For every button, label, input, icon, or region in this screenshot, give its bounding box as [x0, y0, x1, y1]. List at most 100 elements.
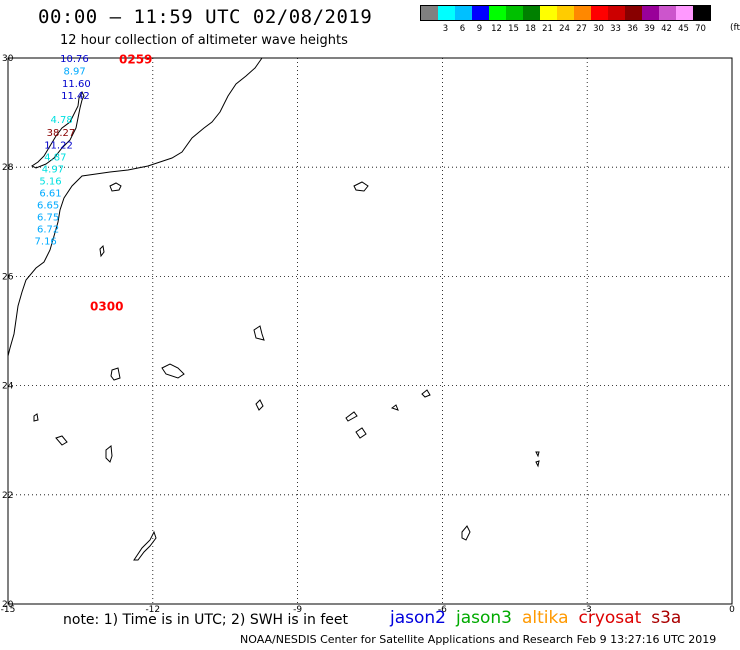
lat-tick-label: 20 — [2, 600, 14, 610]
wave-height-value: 6.72 — [37, 224, 59, 235]
legend-swatch — [659, 6, 676, 20]
lon-tick-label: -15 — [1, 605, 16, 615]
island-c — [110, 367, 121, 381]
legend-label: 9 — [476, 24, 483, 34]
legend-swatch — [574, 6, 591, 20]
lat-tick-label: 30 — [2, 54, 14, 64]
wave-height-value: 38.27 — [47, 128, 76, 139]
legend-label: 27 — [576, 24, 587, 34]
legend-swatch — [421, 6, 438, 20]
legend-swatch — [557, 6, 574, 20]
legend-label: 21 — [542, 24, 553, 34]
legend-label: 24 — [559, 24, 570, 34]
lon-tick-label: -9 — [293, 605, 302, 615]
wave-height-value: 6.65 — [37, 200, 59, 211]
legend-swatch — [455, 6, 472, 20]
island-j — [355, 427, 367, 439]
mission-legend: jason2 jason3 altika cryosat s3a — [390, 608, 691, 628]
mission-cryosat: cryosat — [578, 608, 642, 628]
island-n — [461, 525, 471, 541]
island-o — [133, 530, 157, 561]
wave-height-value: 4.87 — [44, 152, 66, 163]
island-l — [421, 389, 431, 398]
legend-swatch — [438, 6, 455, 20]
island-h — [105, 445, 113, 463]
pass-time-label: 0300 — [90, 299, 123, 313]
wave-height-value: 4.97 — [42, 164, 64, 175]
legend-label: 70 — [695, 24, 706, 34]
island-d — [161, 363, 185, 379]
legend-swatch — [591, 6, 608, 20]
africa-coastline — [7, 57, 263, 357]
lon-tick-label: 0 — [729, 605, 735, 615]
wave-height-value: 7.16 — [35, 236, 57, 247]
legend-label: 6 — [459, 24, 466, 34]
legend-swatch — [693, 6, 710, 20]
legend-swatch — [506, 6, 523, 20]
map-title: 00:00 – 11:59 UTC 02/08/2019 — [38, 6, 373, 28]
mission-jason2: jason2 — [390, 608, 446, 628]
wave-height-value: 8.97 — [64, 67, 86, 78]
axis-labels: 30 28 26 24 22 20-15 -12 -9 -6 -3 0 — [1, 54, 735, 615]
legend-swatch — [676, 6, 693, 20]
footer-note: note: 1) Time is in UTC; 2) SWH is in fe… — [63, 612, 349, 628]
island-f — [33, 413, 39, 422]
map-frame — [7, 57, 733, 605]
map-grid — [7, 57, 733, 605]
island-b — [253, 325, 265, 341]
island-e — [255, 399, 264, 411]
island-a — [353, 181, 369, 192]
mission-s3a: s3a — [651, 608, 682, 628]
pass-time-label: 0259 — [119, 53, 152, 67]
wave-height-value: 4.78 — [50, 115, 72, 126]
legend-label: 39 — [644, 24, 655, 34]
lat-tick-label: 28 — [2, 163, 14, 173]
lon-tick-label: -6 — [438, 605, 447, 615]
wave-height-value: 11.22 — [44, 140, 73, 151]
wave-height-value: 10.76 — [60, 54, 89, 65]
island-gran-canaria — [109, 182, 122, 192]
legend-label: 33 — [610, 24, 621, 34]
legend-label: 36 — [627, 24, 638, 34]
legend-color-bar — [420, 5, 711, 21]
legend-label: 3 — [442, 24, 449, 34]
legend-label: 12 — [491, 24, 502, 34]
coastline — [7, 57, 540, 561]
legend-label: 15 — [508, 24, 519, 34]
legend-label: 30 — [593, 24, 604, 34]
legend-swatch — [625, 6, 642, 20]
mission-jason3: jason3 — [456, 608, 512, 628]
lon-tick-label: -3 — [583, 605, 592, 615]
wave-height-value: 5.16 — [39, 176, 61, 187]
island-g — [55, 435, 68, 446]
footer-credit: NOAA/NESDIS Center for Satellite Applica… — [240, 633, 717, 646]
legend-swatch — [642, 6, 659, 20]
legend-swatch — [540, 6, 557, 20]
lat-tick-label: 24 — [2, 382, 14, 392]
lat-tick-label: 22 — [2, 491, 13, 501]
island-m — [535, 451, 540, 468]
island-small-1 — [99, 244, 105, 258]
wave-height-value: 11.42 — [61, 91, 90, 102]
wave-height-value: 6.75 — [37, 212, 59, 223]
island-i — [345, 411, 358, 422]
legend-swatch — [523, 6, 540, 20]
legend-label: 18 — [525, 24, 536, 34]
island-k — [390, 404, 399, 411]
map-subtitle: 12 hour collection of altimeter wave hei… — [60, 33, 348, 48]
wave-height-value: 6.61 — [39, 188, 61, 199]
legend-tick-labels: 3 6 9 12 15 18 21 24 27 30 33 36 39 42 45 70 — [420, 24, 711, 34]
lat-tick-label: 26 — [2, 272, 14, 282]
legend-swatch — [489, 6, 506, 20]
lon-tick-label: -12 — [145, 605, 160, 615]
legend-swatch — [472, 6, 489, 20]
legend-unit: (ft) — [730, 23, 740, 33]
legend-label: 42 — [661, 24, 672, 34]
mission-altika: altika — [522, 608, 569, 628]
legend-swatch — [608, 6, 625, 20]
island-lanzarote-fuerteventura — [31, 90, 85, 169]
legend-label: 45 — [678, 24, 689, 34]
